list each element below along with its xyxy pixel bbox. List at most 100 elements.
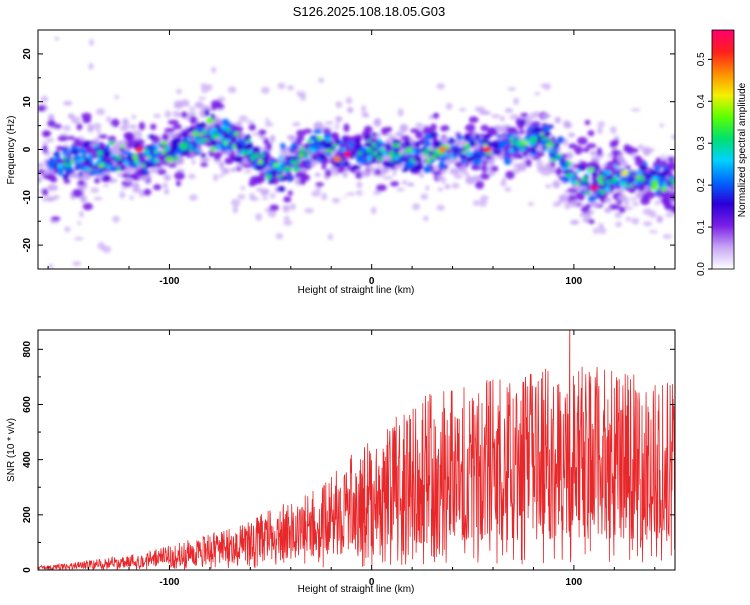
heatmap-cell — [164, 127, 176, 133]
heatmap-cell — [414, 150, 419, 155]
heatmap-cell — [176, 113, 182, 118]
heatmap-cell — [360, 170, 371, 177]
heatmap-cell — [275, 233, 284, 240]
heatmap-cell — [372, 151, 377, 155]
heatmap-cell — [117, 165, 121, 172]
heatmap-cell — [129, 195, 134, 201]
heatmap-cell — [345, 97, 353, 104]
heatmap-cell — [550, 157, 557, 162]
heatmap-cell — [376, 184, 387, 192]
heatmap-cell — [473, 200, 480, 206]
heatmap-cell — [253, 153, 260, 158]
heatmap-cell — [317, 135, 323, 141]
heatmap-cell — [210, 146, 216, 152]
heatmap-cell — [491, 114, 501, 119]
y-tick-label: 400 — [22, 451, 33, 468]
heatmap-cell — [62, 148, 67, 156]
heatmap-cell — [671, 182, 675, 186]
heatmap-cell — [373, 118, 382, 127]
heatmap-cell — [590, 150, 597, 156]
heatmap-cell — [614, 211, 623, 219]
heatmap-cell — [287, 85, 294, 91]
heatmap-cell — [550, 149, 555, 154]
heatmap-cell — [38, 162, 44, 168]
heatmap-cell — [518, 154, 523, 160]
heatmap-cell — [671, 204, 675, 214]
y-tick-label: 0 — [22, 146, 33, 152]
snr-x-label: Height of straight line (km) — [298, 584, 415, 595]
heatmap-cell — [91, 164, 99, 170]
heatmap-cell — [574, 145, 583, 155]
heatmap-cell — [66, 136, 76, 140]
heatmap-cell — [57, 135, 68, 142]
heatmap-cell — [426, 148, 432, 152]
heatmap-cell — [401, 180, 408, 185]
heatmap-cell — [430, 123, 437, 132]
heatmap-cell — [164, 189, 170, 195]
heatmap-cell — [604, 207, 612, 213]
heatmap-cell — [347, 107, 354, 113]
colorbar-tick-label: 0.0 — [696, 262, 707, 276]
heatmap-cell — [213, 155, 221, 161]
heatmap-cell — [137, 155, 145, 163]
heatmap-cell — [499, 115, 505, 122]
heatmap-cell — [479, 173, 490, 180]
heatmap-cell — [87, 162, 94, 167]
heatmap-cell — [110, 153, 117, 157]
heatmap-cell — [450, 204, 460, 210]
heatmap-cell — [281, 167, 287, 172]
heatmap-cell — [153, 113, 162, 118]
heatmap-cell — [93, 144, 100, 148]
heatmap-cell — [550, 161, 556, 168]
heatmap-cell — [465, 123, 476, 132]
heatmap-cell — [648, 230, 659, 234]
heatmap-cell — [258, 129, 267, 136]
heatmap-cell — [353, 144, 362, 150]
heatmap-cell — [57, 169, 64, 176]
heatmap-cell — [143, 168, 148, 173]
y-tick-label: 600 — [22, 396, 33, 413]
y-tick-label: 20 — [22, 48, 33, 60]
heatmap-cell — [315, 182, 325, 187]
heatmap-cell — [451, 182, 460, 189]
heatmap-cell — [169, 183, 174, 188]
heatmap-cell — [287, 155, 297, 161]
heatmap-cell — [623, 181, 627, 187]
heatmap-cell — [87, 154, 91, 159]
heatmap-cell — [121, 172, 131, 179]
heatmap-cell — [335, 151, 344, 156]
heatmap-cell — [464, 144, 470, 150]
heatmap-cell — [219, 135, 224, 142]
colorbar-gradient — [711, 29, 735, 270]
heatmap-cell — [42, 39, 51, 44]
heatmap-cell — [644, 190, 655, 200]
heatmap-cell — [176, 89, 182, 94]
heatmap-cell — [545, 184, 552, 189]
heatmap-cell — [499, 142, 507, 147]
heatmap-cell — [294, 155, 300, 160]
heatmap-cell — [210, 139, 218, 146]
heatmap-cell — [79, 20, 85, 28]
heatmap-cell — [539, 132, 545, 137]
heatmap-cell — [556, 153, 562, 159]
heatmap-cell — [475, 180, 485, 190]
heatmap-cell — [211, 66, 217, 74]
heatmap-cell — [446, 158, 455, 164]
heatmap-cell — [307, 139, 312, 144]
spectrogram-y-ticks: 20 10 0 -10 -20 — [22, 29, 675, 270]
heatmap-cell — [437, 187, 444, 192]
heatmap-cell — [660, 186, 667, 192]
heatmap-cell — [201, 86, 209, 94]
heatmap-cell — [552, 202, 562, 207]
heatmap-cell — [235, 163, 245, 168]
heatmap-cell — [631, 108, 641, 112]
heatmap-cell — [592, 227, 600, 235]
heatmap-cell — [488, 171, 496, 176]
heatmap-cell — [396, 187, 405, 192]
heatmap-cell — [615, 221, 622, 228]
heatmap-cell — [90, 187, 100, 193]
heatmap-cell — [198, 96, 206, 100]
heatmap-cell — [277, 167, 282, 172]
heatmap-cell — [630, 226, 639, 234]
